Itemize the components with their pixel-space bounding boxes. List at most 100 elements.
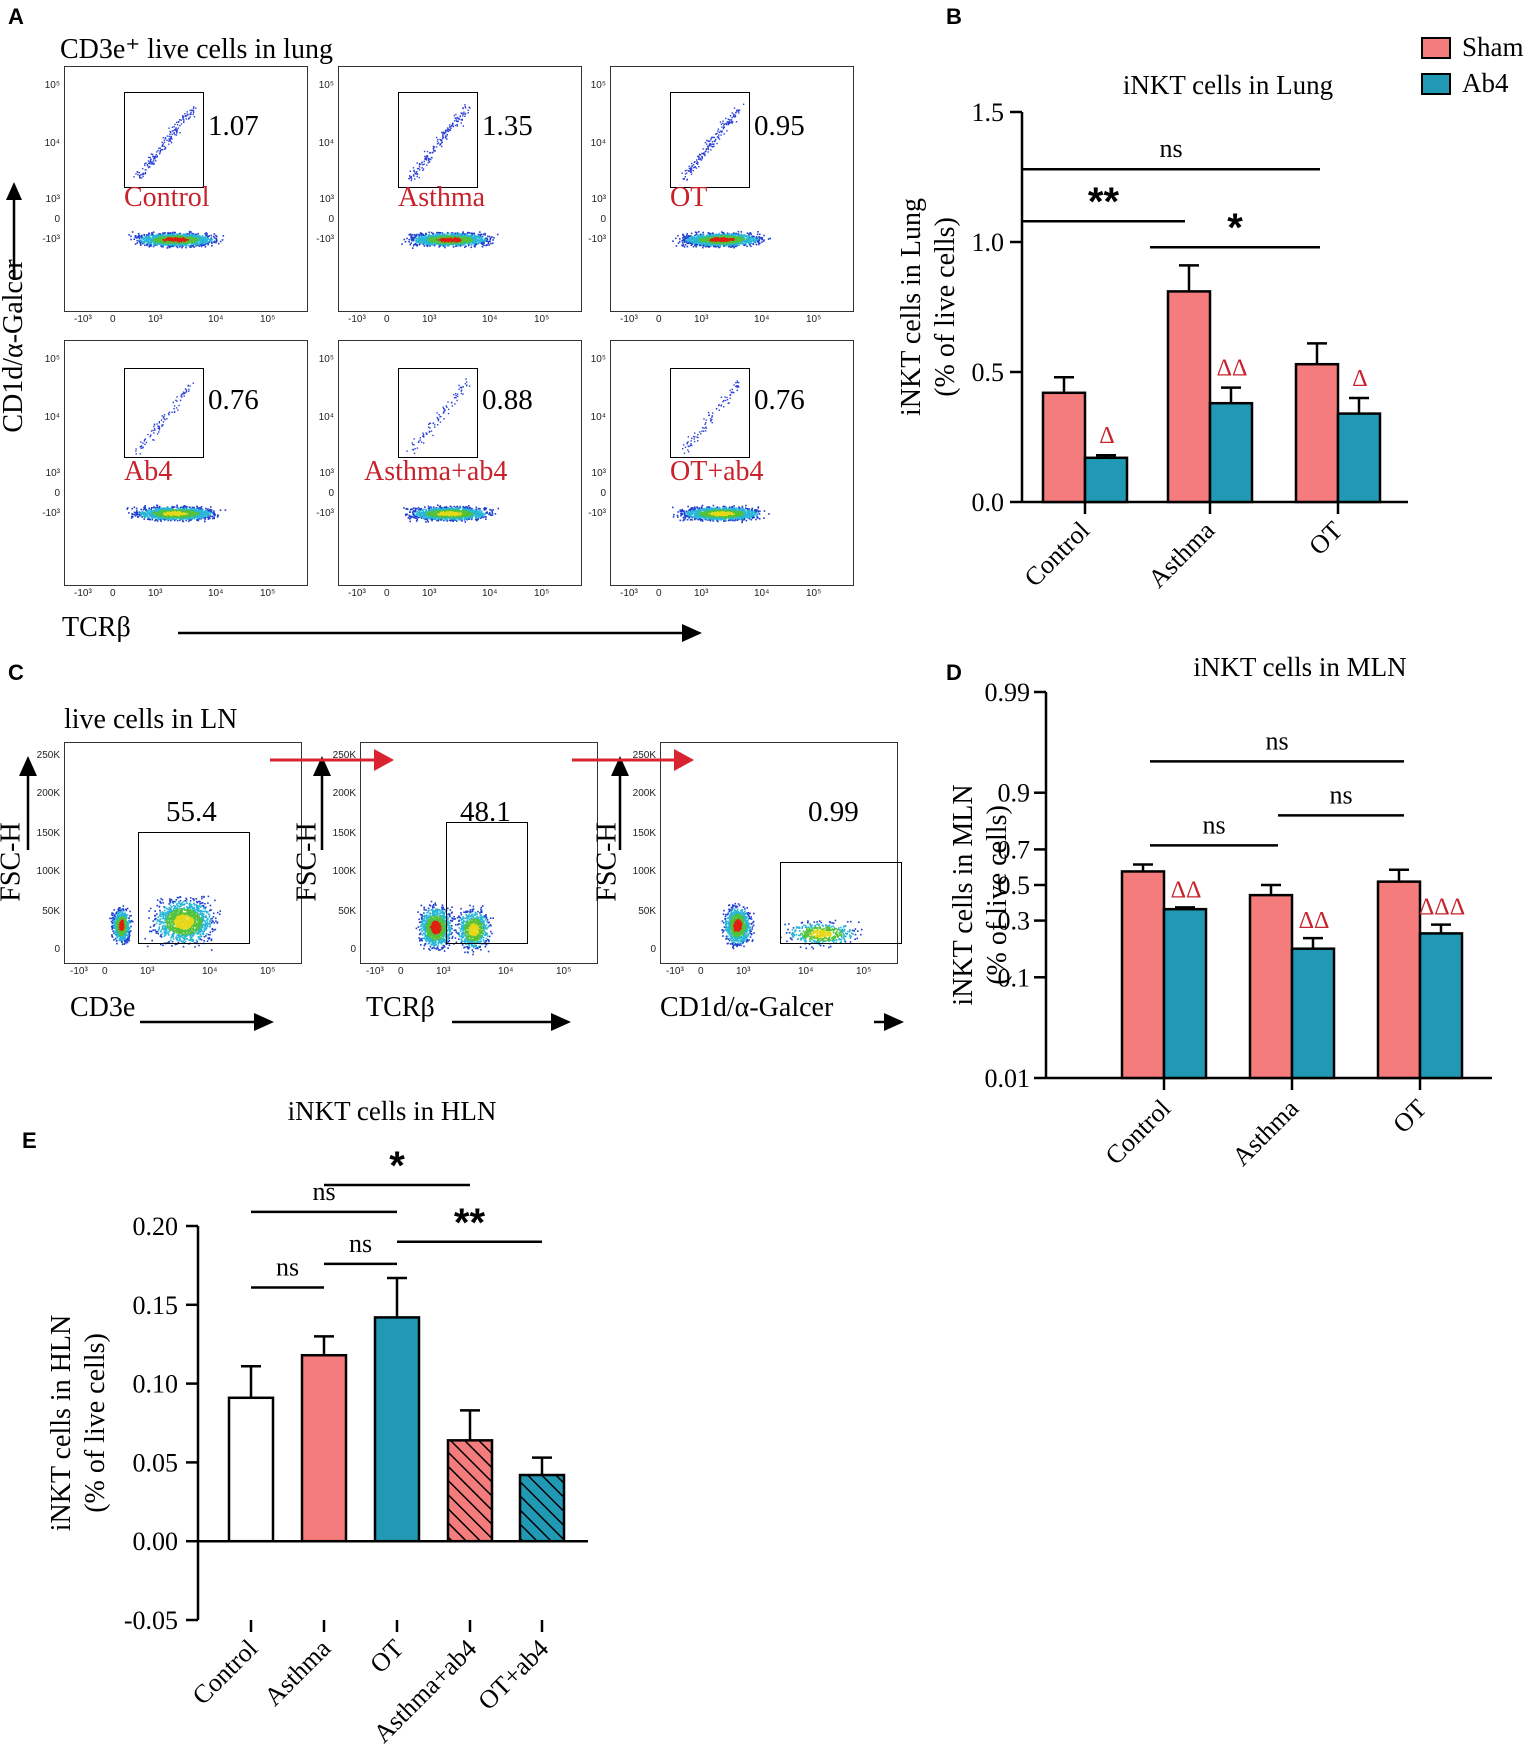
x-tick: 10⁴ [208, 588, 224, 599]
flow-dots [672, 380, 770, 524]
sig-label: ns [1159, 134, 1182, 163]
bar-sham [1294, 362, 1340, 504]
y-tick: 200K [36, 788, 60, 799]
y-tick-label: 0.3 [998, 907, 1031, 936]
chart-d: iNKT cells in MLN 0.01 0.1 0.3 0.5 0.7 0.9 0.99… [948, 652, 1492, 1171]
bar-sham [1120, 870, 1166, 1080]
y-tick: 10⁴ [44, 412, 60, 423]
panel-letter-d: D [946, 660, 962, 685]
flow-dots [109, 895, 222, 951]
x-tick-label: Control [1100, 1094, 1177, 1171]
x-axis-label: CD1d/α-Galcer [660, 992, 834, 1023]
y-tick-label: 1.5 [972, 98, 1005, 127]
x-tick: 10⁵ [260, 314, 276, 325]
y-tick: 0 [54, 488, 60, 499]
x-tick: 10³ [140, 966, 155, 977]
population-blob [415, 900, 457, 952]
x-tick: -10³ [348, 314, 366, 325]
x-arrow-head [884, 1013, 904, 1031]
flow-plot-a [64, 66, 308, 312]
y-tick: 10³ [591, 468, 606, 479]
delta-mark: Δ [1099, 423, 1114, 449]
chart-e: iNKT cells in HLN -0.05 0.00 0.05 0.10 0.15 0.… [46, 1096, 588, 1748]
y-tick-label: 0.5 [972, 358, 1005, 387]
x-tick: -10³ [620, 588, 638, 599]
y-tick: 0 [600, 488, 606, 499]
sig-label: ns [276, 1252, 299, 1281]
y-tick: 10⁴ [590, 138, 606, 149]
gate-percent: 0.99 [808, 796, 859, 828]
y-tick: 200K [632, 788, 656, 799]
x-tick: 10⁵ [260, 588, 276, 599]
y-tick-label: 1.0 [972, 228, 1005, 257]
x-tick: 10³ [436, 966, 451, 977]
flow-plot-a [610, 66, 854, 312]
gate-box [138, 832, 250, 944]
x-tick: 10⁴ [498, 966, 514, 977]
panel-a-y-arrow [6, 182, 22, 280]
x-tick: 10⁴ [754, 588, 770, 599]
bar [227, 1396, 275, 1543]
y-arrow-head [611, 756, 629, 776]
x-tick-label: OT+ab4 [472, 1634, 554, 1716]
y-tick: -10³ [42, 234, 60, 245]
x-arrow-head [254, 1013, 274, 1031]
flow-dots [672, 103, 771, 249]
x-tick: 0 [110, 588, 116, 599]
y-tick-label: 0.10 [133, 1370, 179, 1399]
gate-box [124, 368, 204, 458]
flow-dots [128, 106, 225, 249]
gate-percent: 1.35 [482, 110, 533, 142]
x-tick: 10⁵ [856, 966, 872, 977]
y-tick: 0 [328, 214, 334, 225]
y-axis-label: iNKT cells in MLN (% of live cells) [948, 784, 1013, 1005]
gate-percent: 0.76 [754, 384, 805, 416]
y-tick-label: 0.7 [998, 835, 1031, 864]
y-axis-label: iNKT cells in HLN (% of live cells) [46, 1315, 111, 1531]
y-tick: 10⁵ [590, 354, 606, 365]
x-tick: 10⁵ [806, 588, 822, 599]
x-tick: 0 [698, 966, 704, 977]
y-tick: 50K [638, 906, 656, 917]
bar-ab4 [1336, 412, 1382, 504]
y-tick: 10⁵ [44, 80, 60, 91]
group-label: OT [670, 182, 708, 213]
y-tick: 0 [54, 214, 60, 225]
y-tick: 200K [332, 788, 356, 799]
y-tick-label: 0.01 [985, 1064, 1031, 1093]
delta-mark: ΔΔΔ [1419, 895, 1465, 921]
bar [446, 1439, 494, 1543]
y-axis-label-line: iNKT cells in MLN [948, 784, 979, 1005]
inkt-scatter [682, 380, 740, 454]
population-blob [721, 902, 755, 950]
y-tick: 10³ [45, 468, 60, 479]
group-label: Control [124, 182, 210, 213]
gate-box [446, 822, 528, 944]
bar-sham [1248, 893, 1294, 1080]
y-tick: 50K [42, 906, 60, 917]
flow-plot-c [360, 742, 598, 964]
x-tick: -10³ [666, 966, 684, 977]
sig-label: * [389, 1144, 405, 1188]
y-tick: -10³ [316, 508, 334, 519]
bar-ab4 [1083, 456, 1129, 504]
sig-label: ns [1202, 810, 1225, 839]
red-arrow-head [674, 749, 694, 771]
x-tick: 0 [656, 588, 662, 599]
x-tick: 10³ [694, 314, 709, 325]
sig-label: ns [1265, 726, 1288, 755]
y-tick: 10³ [319, 194, 334, 205]
legend-swatch [1421, 73, 1451, 95]
x-tick: 10⁴ [754, 314, 770, 325]
panel-c-arrows [19, 749, 904, 1031]
bar-sham [1166, 290, 1212, 504]
delta-mark: ΔΔ [1299, 908, 1330, 934]
x-tick: 10³ [736, 966, 751, 977]
y-tick: 0 [328, 488, 334, 499]
y-tick-label: 0.99 [985, 678, 1031, 707]
bar [300, 1353, 348, 1543]
x-tick: 0 [656, 314, 662, 325]
y-tick: -10³ [42, 508, 60, 519]
panel-c-title: live cells in LN [64, 704, 238, 735]
y-axis-label-line: iNKT cells in Lung [896, 198, 927, 416]
